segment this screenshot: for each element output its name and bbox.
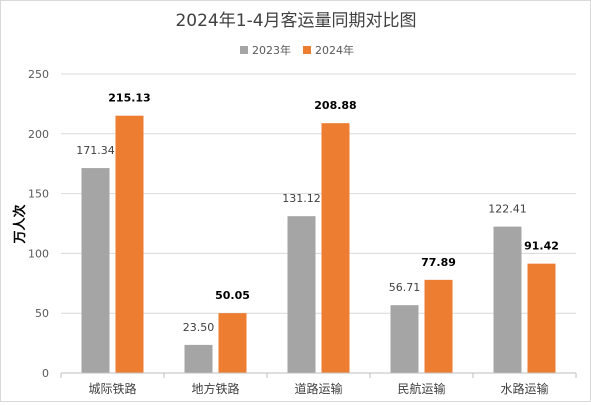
bar-2024年-民航运输 (424, 279, 453, 373)
x-tick-label: 水路运输 (500, 381, 548, 396)
legend-label: 2023年 (252, 43, 291, 57)
x-tick-label: 道路运输 (294, 381, 342, 396)
bar-2023年-城际铁路 (81, 168, 110, 373)
data-label: 122.41 (488, 203, 527, 216)
bar-2024年-城际铁路 (115, 115, 144, 373)
bar-2023年-道路运输 (287, 216, 316, 373)
y-tick-label: 250 (28, 68, 49, 81)
bars (81, 115, 556, 373)
y-tick-label: 150 (28, 188, 49, 201)
y-axis-label: 万人次 (12, 204, 28, 244)
bar-2023年-地方铁路 (184, 344, 213, 373)
legend-swatch (303, 46, 311, 54)
legend-label: 2024年 (315, 43, 354, 57)
y-axis-ticks: 0 50 100 150 200 250 (28, 68, 49, 380)
data-labels: 171.34 215.13 23.50 50.05 131.12 208.88 56.717… (76, 92, 559, 334)
legend: 2023年 2024年 (240, 43, 354, 57)
bar-2024年-水路运输 (527, 263, 556, 373)
y-tick-label: 0 (42, 367, 49, 380)
data-label: 215.13 (108, 92, 150, 105)
x-tick-label: 城际铁路 (88, 381, 136, 396)
bar-2023年-水路运输 (493, 226, 522, 373)
y-tick-label: 100 (28, 247, 49, 260)
data-label: 131.12 (282, 192, 321, 205)
y-tick-label: 200 (28, 128, 49, 141)
data-label: 91.42 (524, 240, 559, 253)
bar-2024年-地方铁路 (218, 313, 247, 373)
data-label: 56.71 (389, 281, 421, 294)
x-tick-label: 地方铁路 (191, 381, 239, 396)
bar-2024年-道路运输 (321, 123, 350, 373)
data-label: 23.50 (183, 321, 215, 334)
legend-swatch (240, 46, 248, 54)
data-label: 208.88 (314, 99, 356, 112)
x-tick-label: 民航运输 (397, 381, 445, 396)
data-label: 50.05 (215, 289, 250, 302)
y-tick-label: 50 (35, 307, 49, 320)
bar-2023年-民航运输 (390, 305, 419, 373)
data-label: 77.89 (421, 256, 456, 269)
data-label: 171.34 (76, 144, 115, 157)
chart-title: 2024年1-4月客运量同期对比图 (175, 11, 416, 31)
x-axis: 城际铁路 地方铁路 道路运输 民航运输 水路运输 (60, 372, 577, 396)
